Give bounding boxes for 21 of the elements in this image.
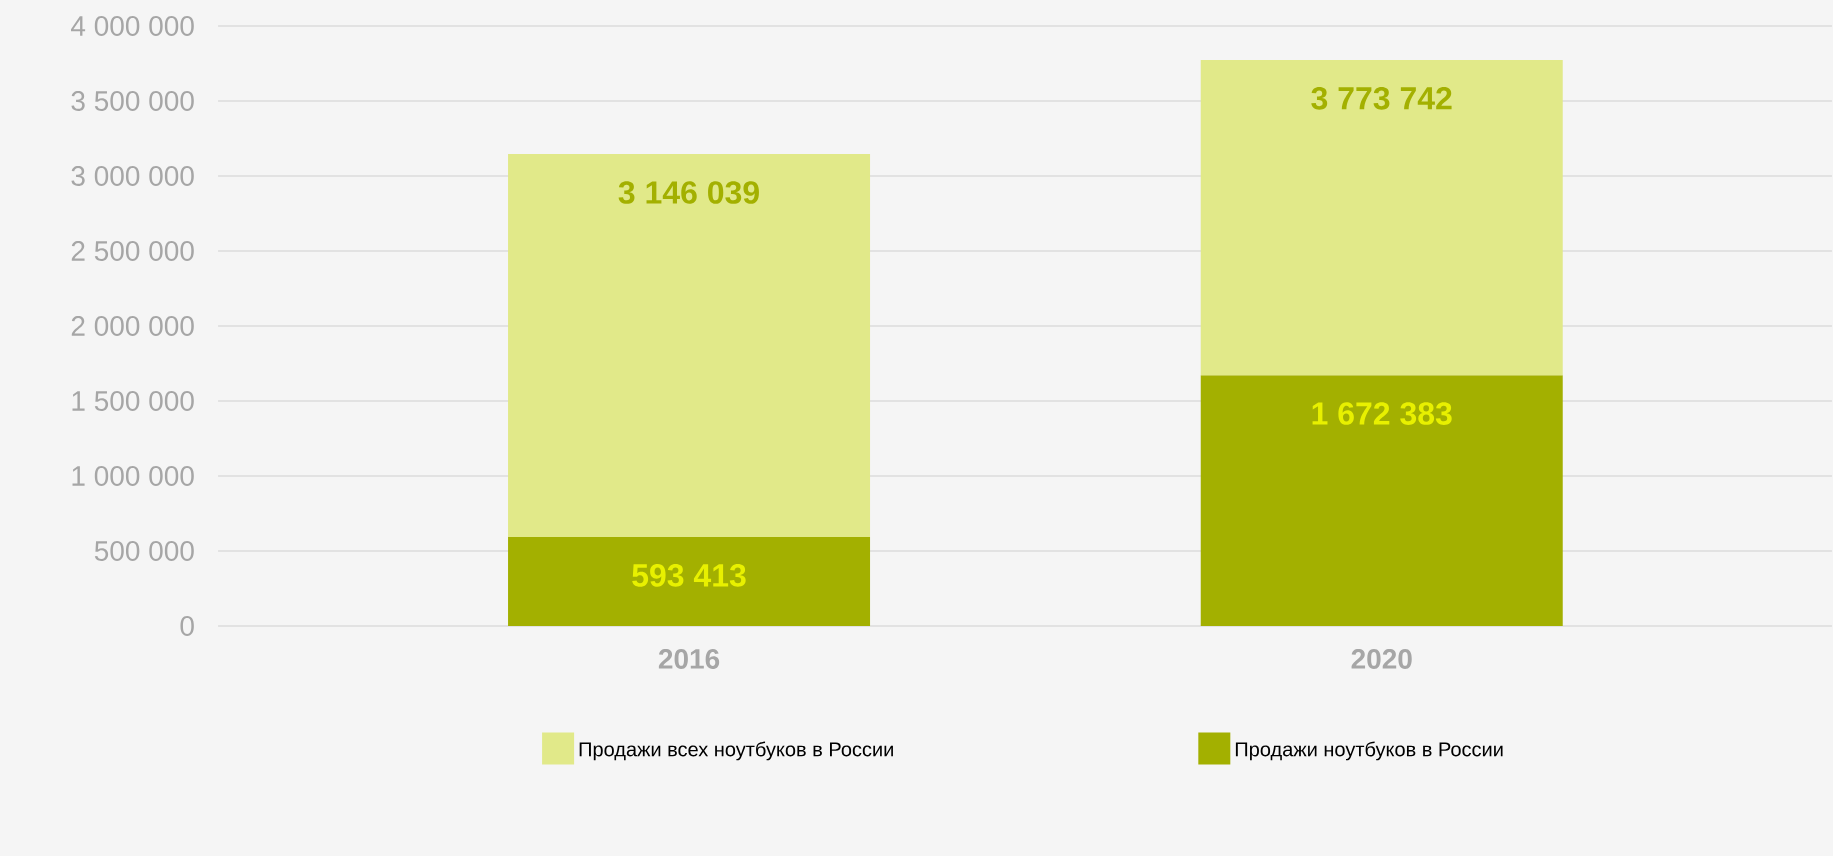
y-tick-label: 1 500 000 [72,391,194,411]
data-label: 593 413 [632,564,746,587]
data-label: 1 672 383 [1312,402,1452,425]
legend-label: Продажи всех ноутбуков в России [579,741,893,761]
total-label: 3 773 742 [1311,87,1452,110]
bar [1200,59,1563,376]
x-tick-label: 2020 [1351,649,1412,669]
x-tick-label: 2016 [658,649,720,669]
y-tick-label: 2 000 000 [71,316,194,336]
y-tick-label: 0 [180,616,194,636]
y-tick-label: 3 000 000 [71,166,194,186]
y-tick-label: 500 000 [94,541,194,561]
y-tick-label: 4 000 000 [71,16,194,36]
y-tick-label: 2 500 000 [71,241,194,261]
total-label: 3 146 039 [618,181,759,204]
bar [508,154,871,537]
bar [508,536,871,626]
y-tick-label: 3 500 000 [71,91,194,111]
bar [1200,375,1563,626]
legend-label: Продажи ноутбуков в России [1235,741,1503,761]
y-tick-label: 1 000 000 [72,466,194,486]
